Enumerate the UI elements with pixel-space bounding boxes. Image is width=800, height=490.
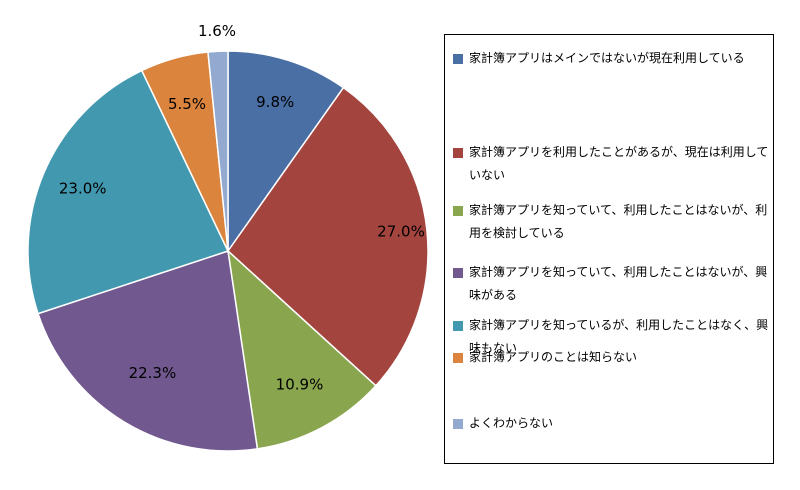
- chart-legend: 家計簿アプリはメインではないが現在利用している 家計簿アプリを利用したことがある…: [444, 34, 774, 464]
- pie-data-label: 27.0%: [377, 223, 425, 241]
- pie-data-label: 23.0%: [59, 180, 107, 198]
- legend-label: 家計簿アプリを知っているが、利用したことはなく、興味もない: [469, 318, 769, 355]
- legend-swatch: [453, 353, 463, 363]
- pie-slice: [37, 250, 259, 452]
- pie-slice: [207, 50, 229, 252]
- legend-label: 家計簿アプリのことは知らない: [469, 350, 638, 364]
- pie-data-labels: 9.8% 27.0% 10.9% 22.3% 23.0% 5.5% 1.6%: [59, 22, 425, 394]
- pie-data-label: 22.3%: [129, 364, 177, 382]
- pie-slice: [227, 50, 345, 254]
- legend-swatch: [453, 268, 463, 278]
- pie-data-label: 1.6%: [198, 22, 236, 40]
- pie-data-label: 9.8%: [256, 93, 294, 111]
- pie-slice: [27, 69, 230, 315]
- pie-data-label: 5.5%: [168, 95, 206, 113]
- legend-label: 家計簿アプリはメインではないが現在利用している: [469, 51, 745, 65]
- legend-label: 家計簿アプリを利用したことがあるが、現在は利用していない: [469, 145, 769, 182]
- pie-slice: [227, 86, 429, 387]
- legend-label: 家計簿アプリを知っていて、利用したことはないが、利用を検討している: [469, 203, 768, 240]
- pie-data-label: 10.9%: [276, 376, 324, 394]
- legend-swatch: [453, 206, 463, 216]
- legend-swatch: [453, 419, 463, 429]
- legend-swatch: [453, 54, 463, 64]
- legend-label: よくわからない: [469, 416, 554, 430]
- pie-slice: [226, 249, 377, 450]
- legend-label: 家計簿アプリを知っていて、利用したことはないが、興味がある: [469, 265, 768, 302]
- legend-swatch: [453, 148, 463, 158]
- pie-slices: [27, 50, 429, 452]
- legend-swatch: [453, 321, 463, 331]
